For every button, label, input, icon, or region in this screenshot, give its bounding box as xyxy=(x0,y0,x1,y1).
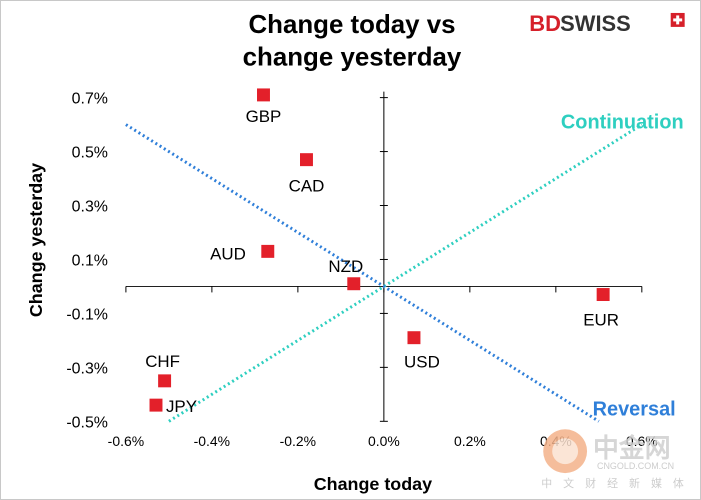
chart-title-line-1: Change today vs xyxy=(248,11,455,39)
point-label-nzd: NZD xyxy=(328,257,363,276)
point-label-usd: USD xyxy=(404,353,440,372)
point-aud xyxy=(261,244,275,258)
watermark-logo-inner xyxy=(552,438,579,465)
point-label-aud: AUD xyxy=(210,244,246,263)
watermark: 中金网 CNGOLD.COM.CN 中 文 财 经 新 媒 体 xyxy=(541,429,688,490)
point-jpy xyxy=(149,398,163,412)
point-label-gbp: GBP xyxy=(246,107,282,126)
reference-line-reversal xyxy=(125,123,600,423)
y-tick-label: -0.3% xyxy=(66,360,108,377)
x-tick-label: -0.4% xyxy=(194,433,230,449)
y-tick-label: 0.5% xyxy=(72,145,108,162)
annotation-continuation: Continuation xyxy=(561,111,684,133)
point-gbp xyxy=(257,88,270,102)
data-points: GBP CAD AUD NZD EUR USD CHF JPY xyxy=(145,88,619,416)
watermark-main: 中金网 xyxy=(593,433,671,463)
point-label-cad: CAD xyxy=(289,177,325,196)
point-eur xyxy=(596,288,610,302)
y-tick-label: -0.5% xyxy=(66,414,108,431)
y-axis-title: Change yesterday xyxy=(26,163,46,317)
swiss-cross-horizontal xyxy=(673,18,683,22)
point-label-eur: EUR xyxy=(583,310,619,329)
watermark-site: CNGOLD.COM.CN xyxy=(597,461,674,471)
x-tick-label: 0.6% xyxy=(626,433,658,449)
point-label-jpy: JPY xyxy=(166,397,197,416)
annotation-reversal: Reversal xyxy=(593,398,676,420)
brand-logo: BD SWISS xyxy=(529,11,685,36)
point-label-chf: CHF xyxy=(145,352,180,371)
x-tick-label: 0.2% xyxy=(454,433,486,449)
brand-logo-bd: BD xyxy=(529,11,561,36)
y-tick-label: 0.7% xyxy=(72,91,108,108)
brand-logo-swiss: SWISS xyxy=(560,11,631,36)
point-usd xyxy=(407,331,421,345)
reference-lines xyxy=(125,123,643,423)
reference-line-continuation xyxy=(168,123,643,423)
y-tick-label: 0.3% xyxy=(72,198,108,215)
chart-title-line-2: change yesterday xyxy=(243,44,462,72)
y-tick-label: 0.1% xyxy=(72,252,108,269)
point-cad xyxy=(300,153,313,167)
x-tick-label: 0.0% xyxy=(368,433,400,449)
y-tick-label: -0.1% xyxy=(66,306,108,323)
point-chf xyxy=(158,374,172,388)
x-axis-title: Change today xyxy=(314,474,432,494)
x-tick-label: -0.6% xyxy=(108,433,144,449)
point-nzd xyxy=(347,277,361,291)
watermark-sub: 中 文 财 经 新 媒 体 xyxy=(541,476,688,490)
x-tick-label: -0.2% xyxy=(280,433,316,449)
